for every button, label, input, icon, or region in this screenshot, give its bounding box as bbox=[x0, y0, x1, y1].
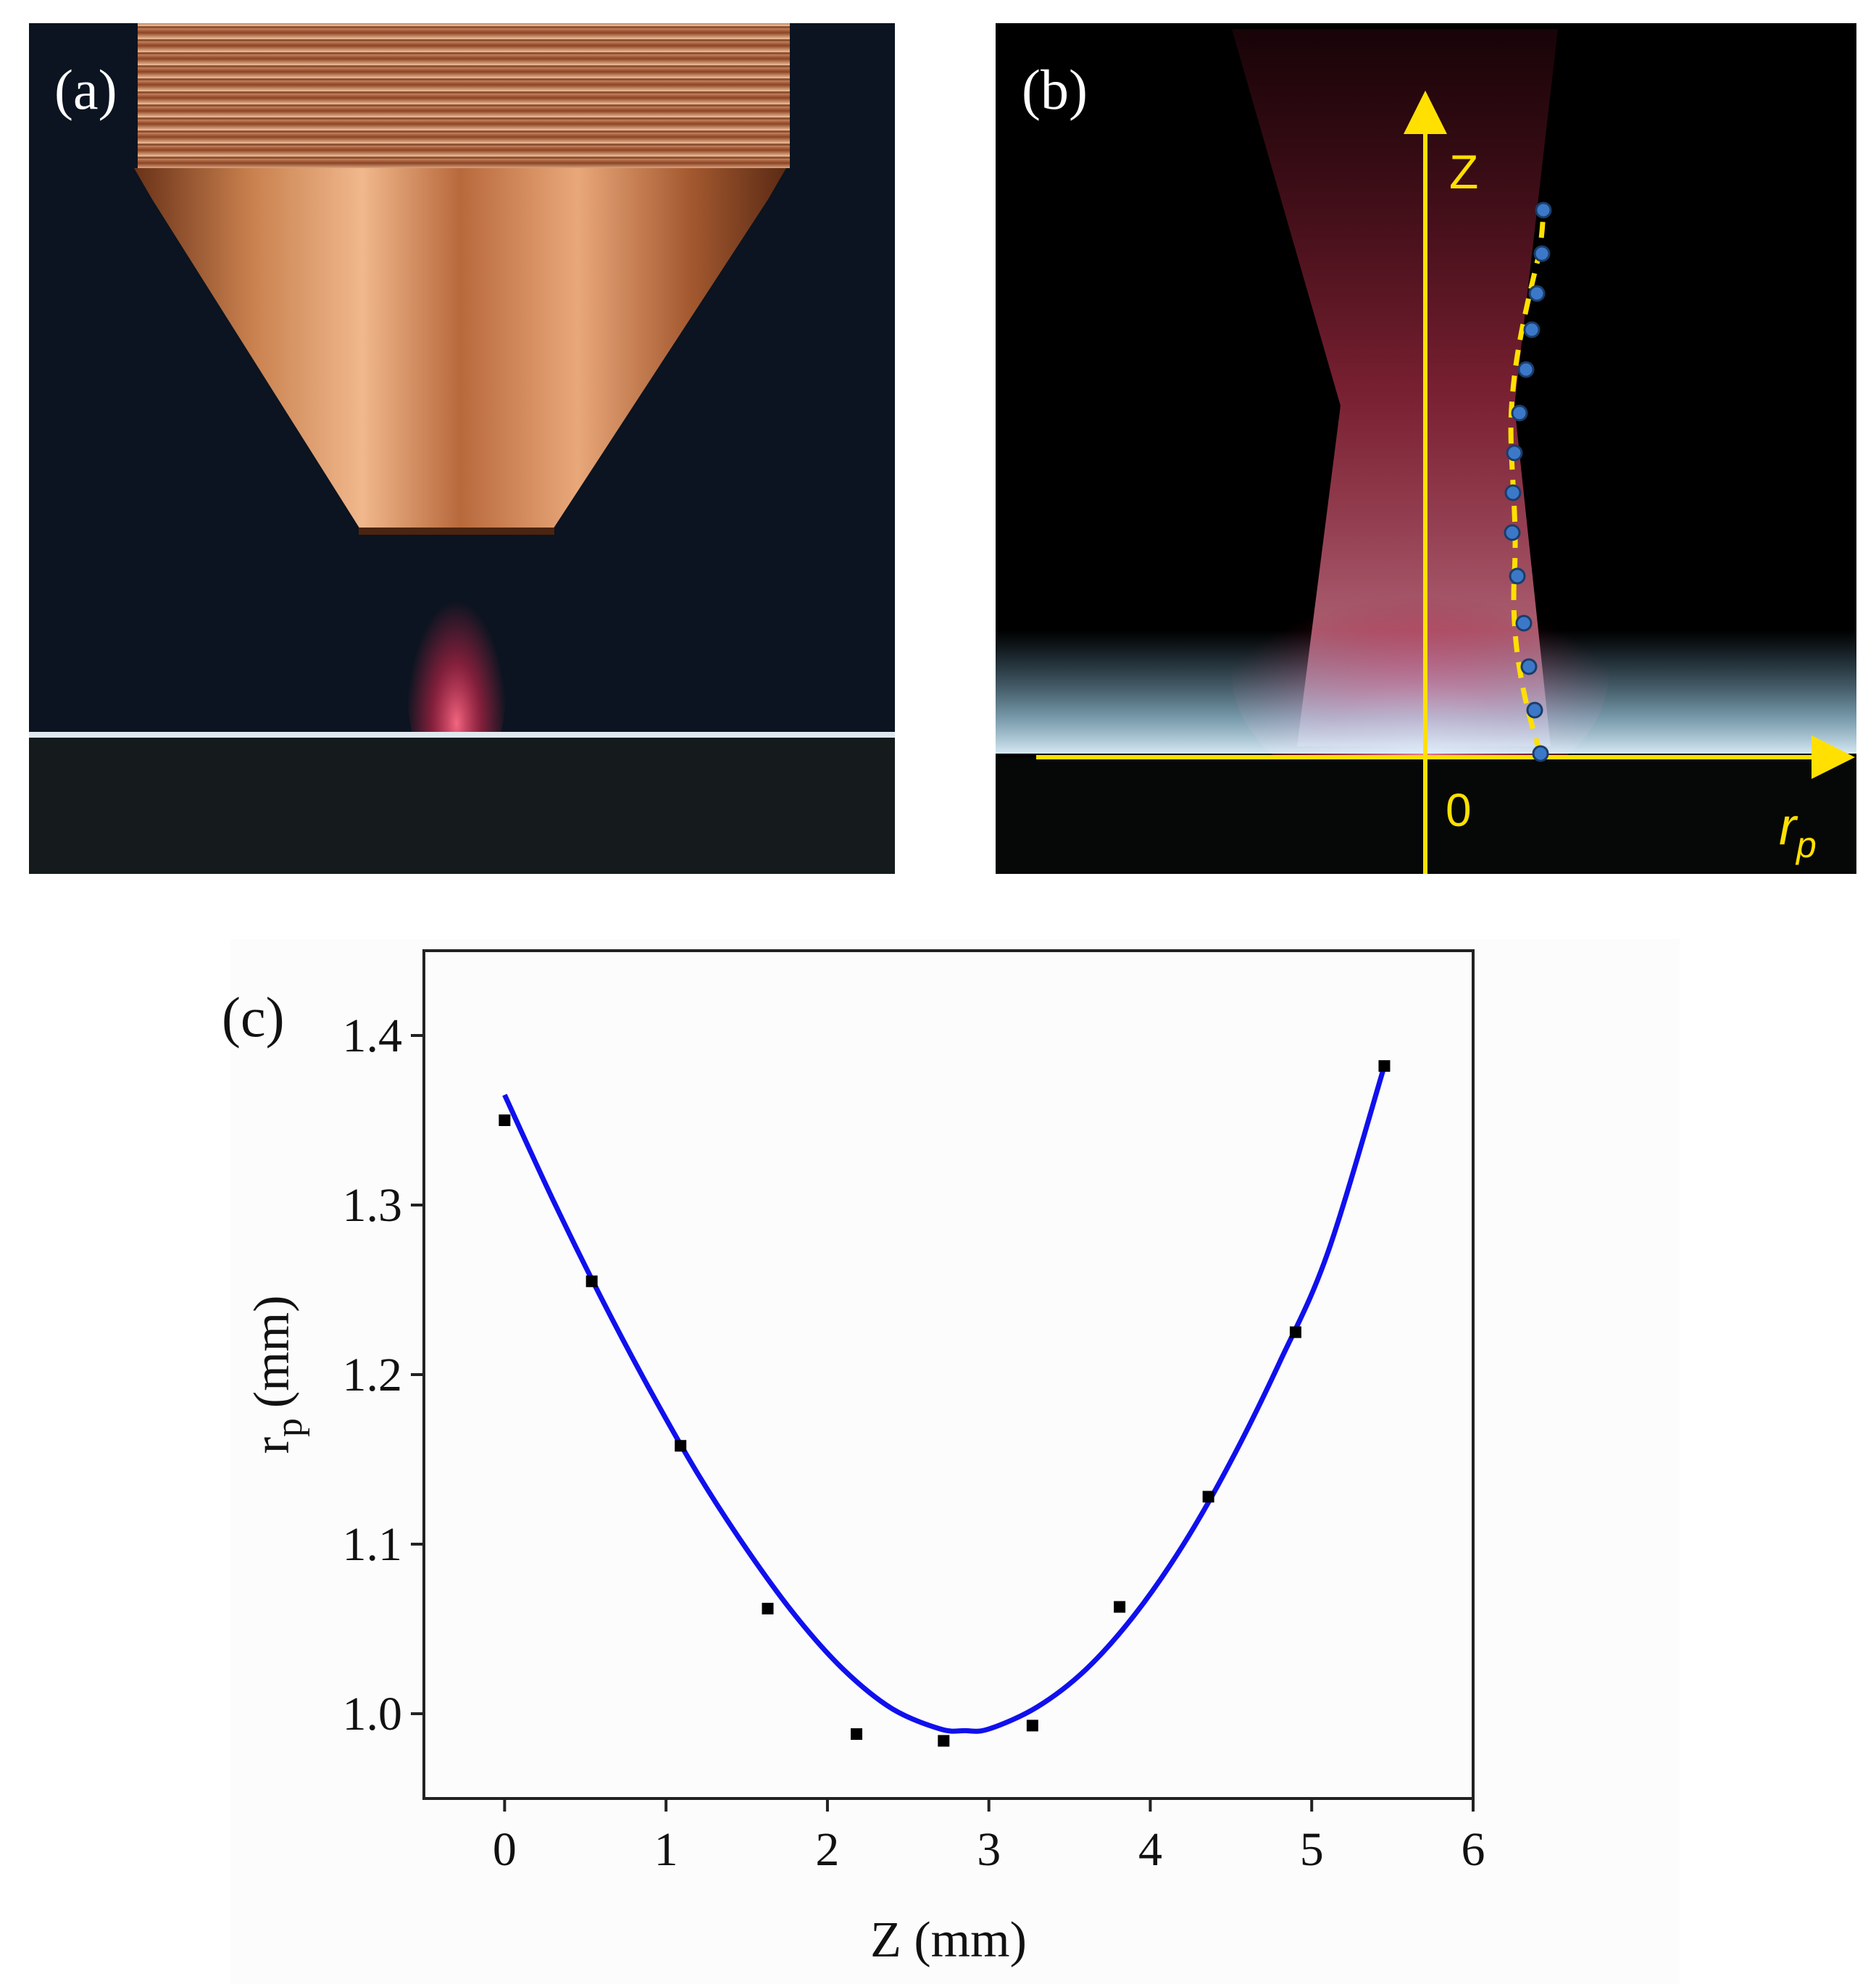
data-point bbox=[1114, 1601, 1126, 1613]
boundary-point bbox=[1506, 444, 1523, 462]
boundary-point bbox=[1504, 524, 1521, 541]
data-point bbox=[675, 1440, 687, 1452]
data-points-group bbox=[499, 1060, 1391, 1747]
boundary-point bbox=[1523, 321, 1541, 338]
boundary-point bbox=[1532, 745, 1549, 762]
boundary-point bbox=[1511, 404, 1528, 422]
boundary-point bbox=[1528, 285, 1546, 302]
data-point bbox=[1026, 1720, 1038, 1732]
data-point bbox=[1289, 1326, 1301, 1338]
data-point bbox=[585, 1275, 598, 1288]
x-tick-label: 3 bbox=[977, 1823, 1001, 1876]
y-tick-label: 1.1 bbox=[343, 1518, 403, 1571]
y-ticks: 1.0 1.1 1.2 1.3 1.4 bbox=[343, 1009, 424, 1741]
boundary-point bbox=[1520, 658, 1538, 675]
panel-b-label: (b) bbox=[1022, 58, 1088, 121]
boundary-point bbox=[1517, 361, 1535, 378]
x-axis-title: Z (mm) bbox=[870, 1912, 1027, 1968]
data-point bbox=[762, 1602, 774, 1614]
x-tick-label: 5 bbox=[1300, 1823, 1324, 1876]
fit-curve-group bbox=[502, 1065, 1387, 1734]
panel-a-label: (a) bbox=[54, 58, 117, 121]
data-point bbox=[938, 1735, 950, 1747]
x-tick-label: 2 bbox=[815, 1823, 839, 1876]
boundary-point bbox=[1526, 701, 1543, 719]
x-ticks: 0 1 2 3 4 5 6 bbox=[493, 1798, 1485, 1876]
fit-curve bbox=[502, 1065, 1387, 1734]
x-tick-label: 1 bbox=[654, 1823, 678, 1876]
panel-c-chart: (c) 0 1 2 3 4 5 6 1.0 1.1 1.2 1.3 1.4 Z (mm) rp(mm… bbox=[222, 939, 1680, 1984]
boundary-point bbox=[1515, 614, 1533, 632]
boundary-point bbox=[1535, 201, 1552, 219]
boundary-point bbox=[1509, 567, 1526, 585]
y-tick-label: 1.2 bbox=[343, 1349, 403, 1401]
boundary-point bbox=[1533, 245, 1551, 262]
data-point bbox=[1378, 1060, 1391, 1072]
boundary-point bbox=[1504, 484, 1522, 501]
data-point bbox=[851, 1728, 863, 1741]
y-tick-label: 1.4 bbox=[343, 1009, 403, 1062]
x-tick-label: 6 bbox=[1462, 1823, 1485, 1876]
panel-b-photo: Z 0 rp (b) bbox=[996, 23, 1856, 874]
x-tick-label: 0 bbox=[493, 1823, 517, 1876]
boundary-points bbox=[1504, 201, 1552, 762]
rp-axis-label: rp bbox=[1779, 798, 1817, 865]
panel-c-label: (c) bbox=[222, 985, 285, 1049]
origin-label: 0 bbox=[1446, 784, 1472, 836]
y-tick-label: 1.3 bbox=[343, 1179, 403, 1232]
panel-a-photo: (a) bbox=[29, 23, 895, 874]
nozzle-cone bbox=[134, 168, 786, 533]
x-tick-label: 4 bbox=[1138, 1823, 1162, 1876]
data-point bbox=[1202, 1491, 1214, 1503]
y-axis-title: rp(mm) bbox=[244, 1296, 310, 1454]
y-tick-label: 1.0 bbox=[343, 1688, 403, 1741]
z-axis-label: Z bbox=[1449, 145, 1478, 199]
substrate-a bbox=[29, 735, 895, 874]
data-point bbox=[499, 1114, 511, 1126]
nozzle-thread bbox=[138, 23, 790, 168]
